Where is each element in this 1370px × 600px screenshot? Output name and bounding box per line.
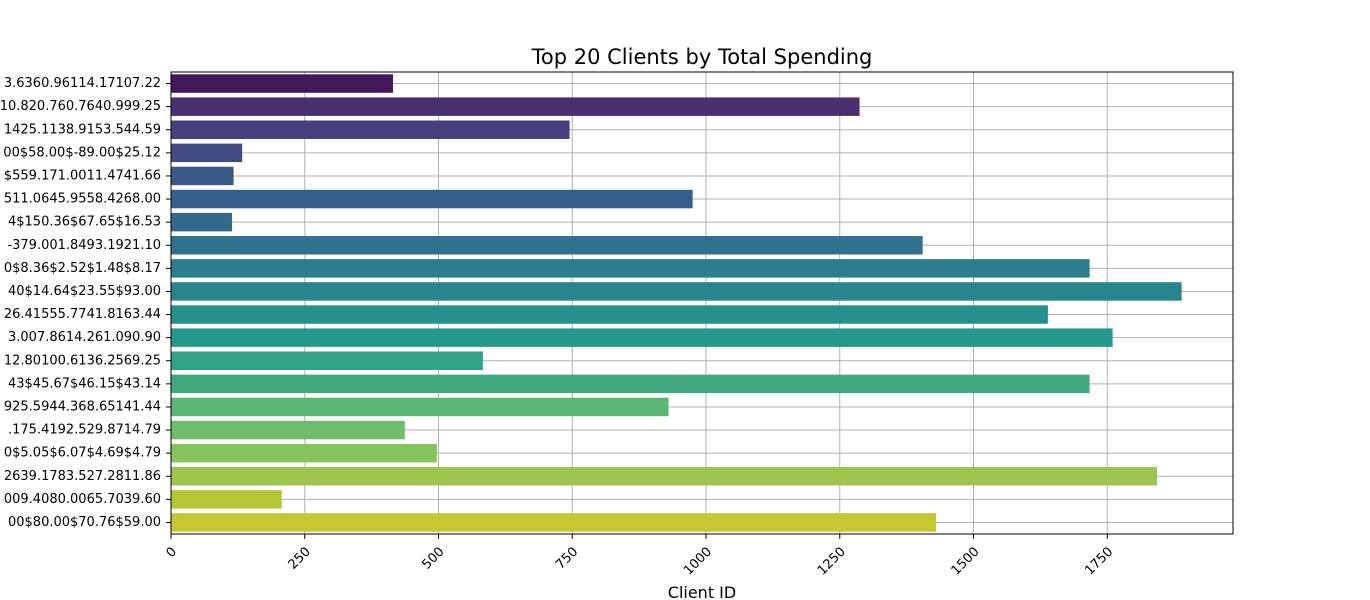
y-tick-labels: 3.6360.96114.17107.22 10.820.760.7640.999… — [0, 76, 171, 530]
bar — [171, 421, 405, 439]
bar — [171, 490, 282, 508]
bars-layer — [171, 74, 1182, 531]
x-tick-label: 1500 — [949, 544, 983, 578]
y-tick-label: 10.820.760.7640.999.25 — [0, 99, 161, 114]
y-tick-label: $559.171.0011.4741.66 — [4, 168, 161, 183]
y-tick-label: 0$5.05$6.07$4.69$4.79 — [4, 446, 161, 461]
bar — [171, 190, 693, 208]
y-tick-label: 40$14.64$23.55$93.00 — [8, 284, 161, 299]
y-tick-label: 1425.1138.9153.544.59 — [4, 122, 161, 137]
y-tick-label: .175.4192.529.8714.79 — [8, 423, 161, 438]
x-tick-labels: 0 250 500 750 1000 1250 1500 1750 — [164, 534, 1117, 578]
bar — [171, 398, 669, 416]
y-tick-label: 511.0645.9558.4268.00 — [4, 192, 161, 207]
y-tick-label: 00$58.00$-89.00$25.12 — [3, 145, 161, 160]
bar — [171, 259, 1090, 277]
x-tick-label: 1000 — [681, 544, 715, 578]
y-tick-label: 925.5944.368.65141.44 — [4, 399, 161, 414]
x-tick-label: 250 — [286, 544, 314, 572]
x-axis-label: Client ID — [668, 583, 736, 600]
chart-title: Top 20 Clients by Total Spending — [531, 45, 873, 69]
y-tick-label: 00$80.00$70.76$59.00 — [8, 515, 161, 530]
bar — [171, 213, 232, 231]
x-tick-label: 0 — [164, 544, 180, 560]
y-tick-label: -379.001.8493.1921.10 — [7, 238, 161, 253]
bar — [171, 467, 1157, 485]
bar — [171, 236, 923, 254]
plot-frame — [171, 72, 1233, 534]
bar — [171, 352, 483, 370]
bar — [171, 305, 1048, 323]
bar — [171, 167, 234, 185]
bar — [171, 121, 570, 139]
bar — [171, 375, 1090, 393]
y-tick-label: 2639.1783.527.2811.86 — [4, 469, 161, 484]
x-tick-label: 500 — [419, 544, 447, 572]
x-tick-label: 1250 — [815, 544, 849, 578]
bar — [171, 74, 393, 92]
y-tick-label: 4$150.36$67.65$16.53 — [8, 215, 161, 230]
y-tick-label: 009.4080.0065.7039.60 — [4, 492, 161, 507]
bar — [171, 328, 1113, 346]
bar — [171, 513, 936, 531]
bar — [171, 282, 1182, 300]
y-tick-label: 3.007.8614.261.090.90 — [8, 330, 161, 345]
bar — [171, 97, 860, 115]
y-tick-label: 0$8.36$2.52$1.48$8.17 — [4, 261, 161, 276]
y-tick-label: 3.6360.96114.17107.22 — [4, 76, 161, 91]
y-tick-label: 26.41555.7741.8163.44 — [4, 307, 161, 322]
y-tick-label: 43$45.67$46.15$43.14 — [8, 376, 161, 391]
bar — [171, 144, 242, 162]
x-tick-label: 750 — [553, 544, 581, 572]
grid-layer — [171, 72, 1233, 534]
y-tick-label: 12.80100.6136.2569.25 — [4, 353, 161, 368]
x-tick-label: 1750 — [1082, 544, 1116, 578]
bar — [171, 444, 437, 462]
